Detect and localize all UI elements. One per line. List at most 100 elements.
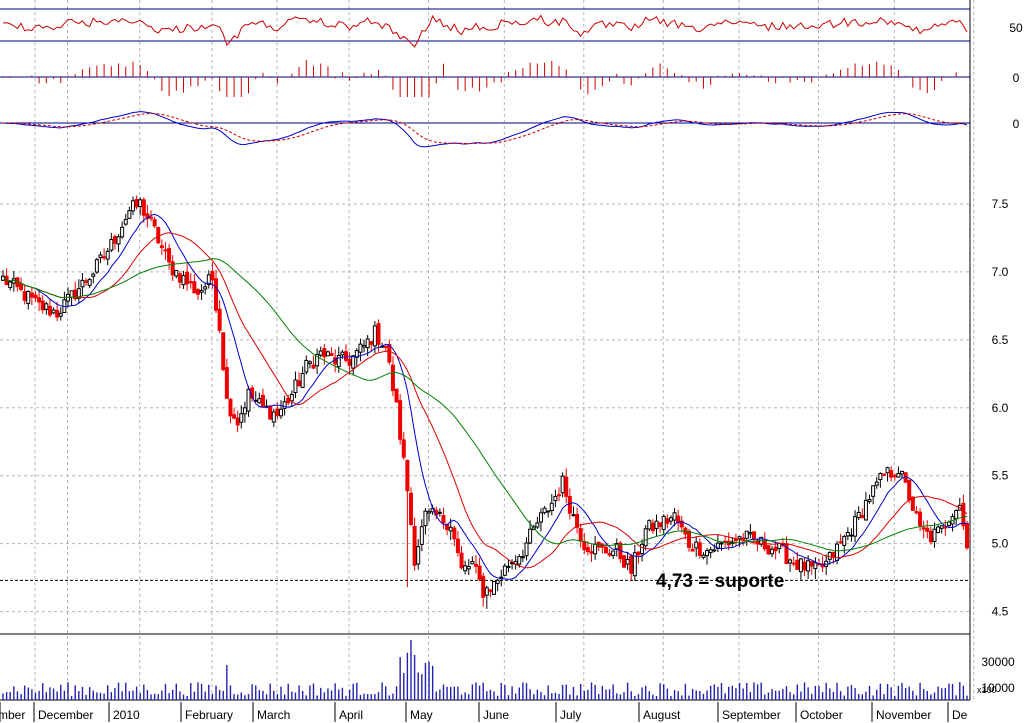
candle-body <box>419 526 424 545</box>
volume-tick-label: 10000 <box>981 681 1015 695</box>
x-axis-month-labels: mber December 2010 February March April May Jun… <box>0 702 968 722</box>
candle-body <box>889 470 894 478</box>
candle-body <box>885 467 890 474</box>
candle-body <box>87 279 92 286</box>
indicator-tick-label: 0 <box>1013 117 1020 131</box>
candle-body <box>744 530 749 539</box>
candle-body <box>452 527 457 540</box>
candle-body <box>51 309 56 314</box>
candle-body <box>585 547 590 553</box>
candle-body <box>560 475 565 494</box>
candle-body <box>535 522 540 528</box>
candle-body <box>925 527 930 532</box>
price-tick-label: 4.5 <box>992 605 1009 619</box>
candle-body <box>751 531 756 540</box>
candle-body <box>199 290 204 293</box>
candle-body <box>668 517 673 522</box>
candle-body <box>387 344 392 363</box>
candle-body <box>954 509 959 520</box>
candle-body <box>679 520 684 528</box>
candle-body <box>203 286 208 290</box>
candle-body <box>134 199 139 208</box>
candle-body <box>603 546 608 554</box>
candle-body <box>383 345 388 348</box>
month-label: 2010 <box>113 708 140 722</box>
candle-body <box>654 520 659 529</box>
candle-body <box>159 245 164 249</box>
candle-body <box>58 312 63 317</box>
candle-body <box>477 565 482 580</box>
volume-tick-label: 30000 <box>981 655 1015 669</box>
month-label: June <box>483 708 509 722</box>
support-annotation: 4,73 = suporte <box>656 571 784 592</box>
candle-body <box>318 350 323 356</box>
candle-body <box>863 499 868 521</box>
candle-body <box>961 502 966 527</box>
candle-body <box>246 388 251 412</box>
price-tick-label: 6.5 <box>992 333 1009 347</box>
candle-body <box>676 515 681 524</box>
oscillator-panel <box>2 14 968 48</box>
candle-body <box>881 473 886 476</box>
candle-body <box>120 226 125 238</box>
candle-body <box>553 495 558 502</box>
candle-body <box>239 413 244 423</box>
candle-body <box>686 530 691 548</box>
candle-body <box>141 199 146 216</box>
candle-body <box>80 279 85 288</box>
candle-body <box>867 499 872 503</box>
candle-body <box>802 561 807 571</box>
candle-body <box>611 550 616 557</box>
candle-body <box>405 459 410 492</box>
candle-body <box>376 323 381 345</box>
candle-body <box>748 532 753 535</box>
candle-body <box>340 351 345 356</box>
candle-body <box>210 271 215 281</box>
candle-body <box>932 528 937 542</box>
candle-body <box>557 494 562 497</box>
candle-body <box>365 338 370 349</box>
candle-body <box>622 555 627 568</box>
candle-body <box>40 300 45 311</box>
candle-body <box>55 309 60 318</box>
candle-body <box>19 283 24 290</box>
candle-body <box>567 496 572 514</box>
candle-body <box>163 249 168 252</box>
candle-body <box>665 518 670 524</box>
candle-body <box>271 411 276 423</box>
candle-body <box>401 439 406 458</box>
candle-body <box>640 543 645 555</box>
y-axis-ticks: 4.5 5.0 5.5 6.0 6.5 7.0 7.5 50 0 0 10000 30000 <box>981 21 1023 695</box>
candle-body <box>307 361 312 364</box>
candle-body <box>325 351 330 357</box>
candle-body <box>488 589 493 592</box>
candle-body <box>715 542 720 549</box>
candle-body <box>549 502 554 512</box>
candle-body <box>145 213 150 220</box>
candle-body <box>564 476 569 497</box>
candle-body <box>167 248 172 263</box>
candle-body <box>481 575 486 598</box>
candle-body <box>589 551 594 554</box>
month-label: December <box>38 708 93 722</box>
month-label: mber <box>0 708 25 722</box>
grid-lines <box>0 0 975 701</box>
candle-body <box>347 358 352 366</box>
candle-body <box>914 511 919 514</box>
candle-body <box>455 538 460 554</box>
candle-body <box>275 408 280 416</box>
candle-body <box>423 510 428 527</box>
candle-body <box>214 278 219 311</box>
candle-body <box>394 388 399 403</box>
candle-body <box>910 496 915 511</box>
volume-multiplier-label: x100 <box>977 685 997 695</box>
candle-body <box>629 555 634 574</box>
candle-body <box>221 332 226 371</box>
candle-body <box>473 563 478 567</box>
candle-body <box>297 380 302 386</box>
moving-average-line <box>2 213 968 580</box>
histogram-panel <box>2 59 964 97</box>
indicator-tick-label: 0 <box>1013 71 1020 85</box>
candle-body <box>502 565 507 576</box>
candle-body <box>177 273 182 283</box>
